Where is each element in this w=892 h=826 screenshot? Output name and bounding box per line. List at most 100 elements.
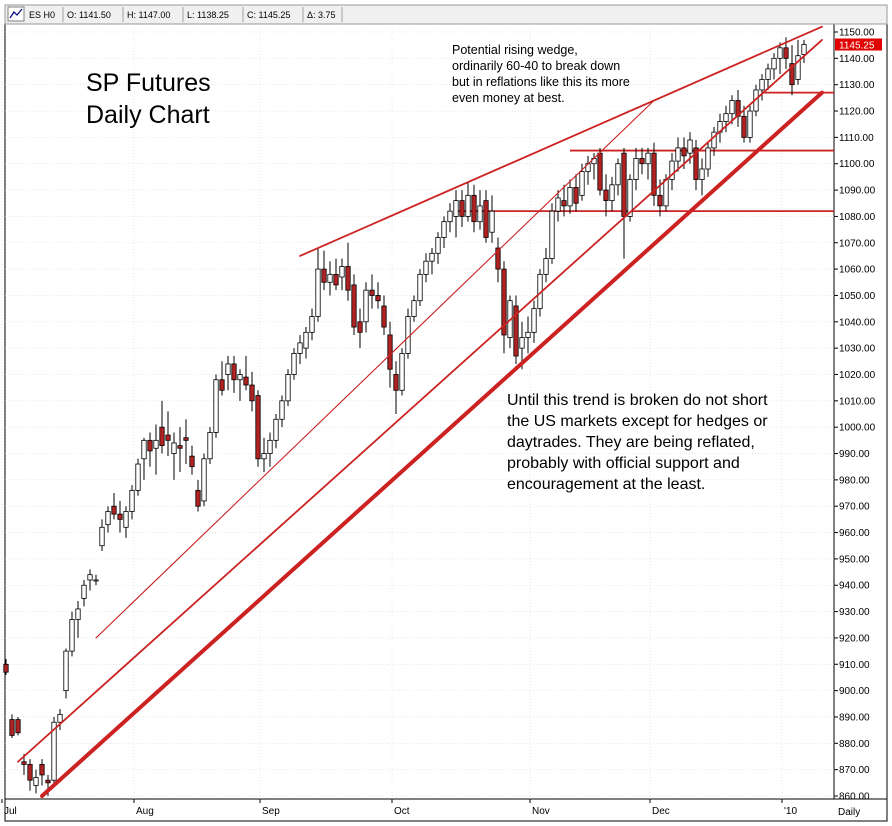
candle-body	[627, 179, 633, 217]
trend-note-line: the US markets except for hedges or	[507, 413, 768, 430]
trend-note-line: encouragement at the least.	[507, 476, 705, 493]
candle-body	[405, 316, 411, 354]
wedge-note-line: Potential rising wedge,	[452, 43, 578, 57]
y-tick-label: 1060.00	[839, 265, 876, 276]
candle-body	[195, 489, 201, 507]
y-tick-label: 1040.00	[839, 317, 876, 328]
candle-body	[669, 160, 675, 180]
candle-body	[357, 321, 363, 333]
wedge-upper-trendline	[299, 25, 823, 257]
candle-body	[705, 147, 711, 170]
y-tick-label: 980.00	[839, 475, 870, 486]
channel-inner-trendline	[17, 39, 823, 763]
candle-body	[477, 205, 483, 223]
header-symbol: ES H0	[29, 10, 55, 20]
price-tag-background	[835, 38, 882, 51]
wedge-note: Potential rising wedge, ordinarily 60-40 …	[452, 43, 630, 105]
candle-body	[231, 363, 237, 381]
header-background	[4, 4, 888, 25]
candle-body	[393, 374, 399, 391]
candle-body	[693, 147, 699, 180]
candle-body	[729, 100, 735, 115]
header-open: O: 1141.50	[67, 10, 111, 20]
candle-body	[489, 210, 495, 233]
y-tick-label: 1000.00	[839, 423, 876, 434]
candle-body	[69, 619, 75, 652]
candle-body	[603, 189, 609, 202]
candle-body	[417, 273, 423, 302]
y-tick-label: 930.00	[839, 607, 870, 618]
candle-body	[153, 439, 159, 449]
y-tick-label: 1090.00	[839, 186, 876, 197]
candle-body	[789, 63, 795, 86]
candle-body	[483, 200, 489, 238]
candle-body	[519, 337, 525, 349]
candle-body	[183, 437, 189, 441]
candle-body	[273, 418, 279, 441]
chart-title-line1: SP Futures	[86, 69, 211, 97]
y-tick-label: 1070.00	[839, 238, 876, 249]
candle-body	[561, 200, 567, 207]
candle-body	[429, 252, 435, 262]
last-price-tag: 1145.25	[835, 38, 882, 52]
y-tick-label: 910.00	[839, 660, 870, 671]
candle-body	[321, 268, 327, 283]
candle-body	[207, 432, 213, 460]
y-tick-label: 1150.00	[839, 28, 875, 39]
candle-body	[291, 353, 297, 375]
candle-body	[111, 505, 117, 515]
header-change: Δ: 3.75	[307, 10, 336, 20]
x-tick-label: Aug	[136, 806, 154, 817]
candle-body	[63, 650, 69, 692]
candle-body	[57, 713, 63, 723]
candle-body	[27, 763, 33, 781]
header-bar: ES H0 O: 1141.50 H: 1147.00 L: 1138.25 C…	[4, 4, 888, 25]
candle-body	[141, 439, 147, 460]
candle-body	[345, 266, 351, 291]
candle-body	[9, 719, 15, 736]
trendlines	[17, 25, 824, 798]
candle-body	[759, 79, 765, 91]
candle-body	[441, 221, 447, 238]
candle-body	[765, 68, 771, 80]
date-axis-panel	[4, 798, 888, 822]
y-tick-label: 1130.00	[839, 80, 875, 91]
y-tick-label: 990.00	[839, 449, 870, 460]
chart-type-icon-graph	[9, 8, 23, 19]
x-tick-label: Jul	[4, 806, 17, 817]
candle-body	[423, 260, 429, 275]
candle-body	[795, 55, 801, 80]
candle-body	[369, 289, 375, 296]
candle-body	[51, 721, 57, 781]
candle-body	[699, 168, 705, 180]
candle-body	[351, 284, 357, 328]
y-tick-label: 1020.00	[839, 370, 876, 381]
candle-body	[21, 761, 27, 765]
candle-body	[555, 197, 561, 212]
candle-body	[387, 334, 393, 370]
candle-body	[375, 295, 381, 302]
candle-body	[303, 331, 309, 349]
candle-body	[297, 342, 303, 354]
y-tick-label: 940.00	[839, 581, 870, 592]
candle-body	[459, 200, 465, 217]
candle-body	[513, 305, 519, 357]
y-tick-label: 920.00	[839, 633, 870, 644]
candle-body	[741, 115, 747, 138]
candle-body	[399, 353, 405, 391]
candle-body	[333, 273, 339, 286]
candle-body	[255, 395, 261, 460]
y-tick-label: 1140.00	[839, 54, 875, 65]
date-axis: Jul Aug Sep Oct Nov Dec '10	[1, 799, 797, 817]
axis-panel	[833, 23, 888, 800]
chart-type-icon[interactable]	[7, 6, 25, 22]
candle-body	[465, 194, 471, 217]
candle-body	[609, 184, 615, 202]
trend-note-line: probably with official support and	[507, 455, 740, 472]
candle-body	[501, 268, 507, 336]
candle-body	[165, 434, 171, 441]
candle-body	[45, 779, 51, 784]
header-close: C: 1145.25	[247, 10, 290, 20]
candle-body	[687, 139, 693, 154]
